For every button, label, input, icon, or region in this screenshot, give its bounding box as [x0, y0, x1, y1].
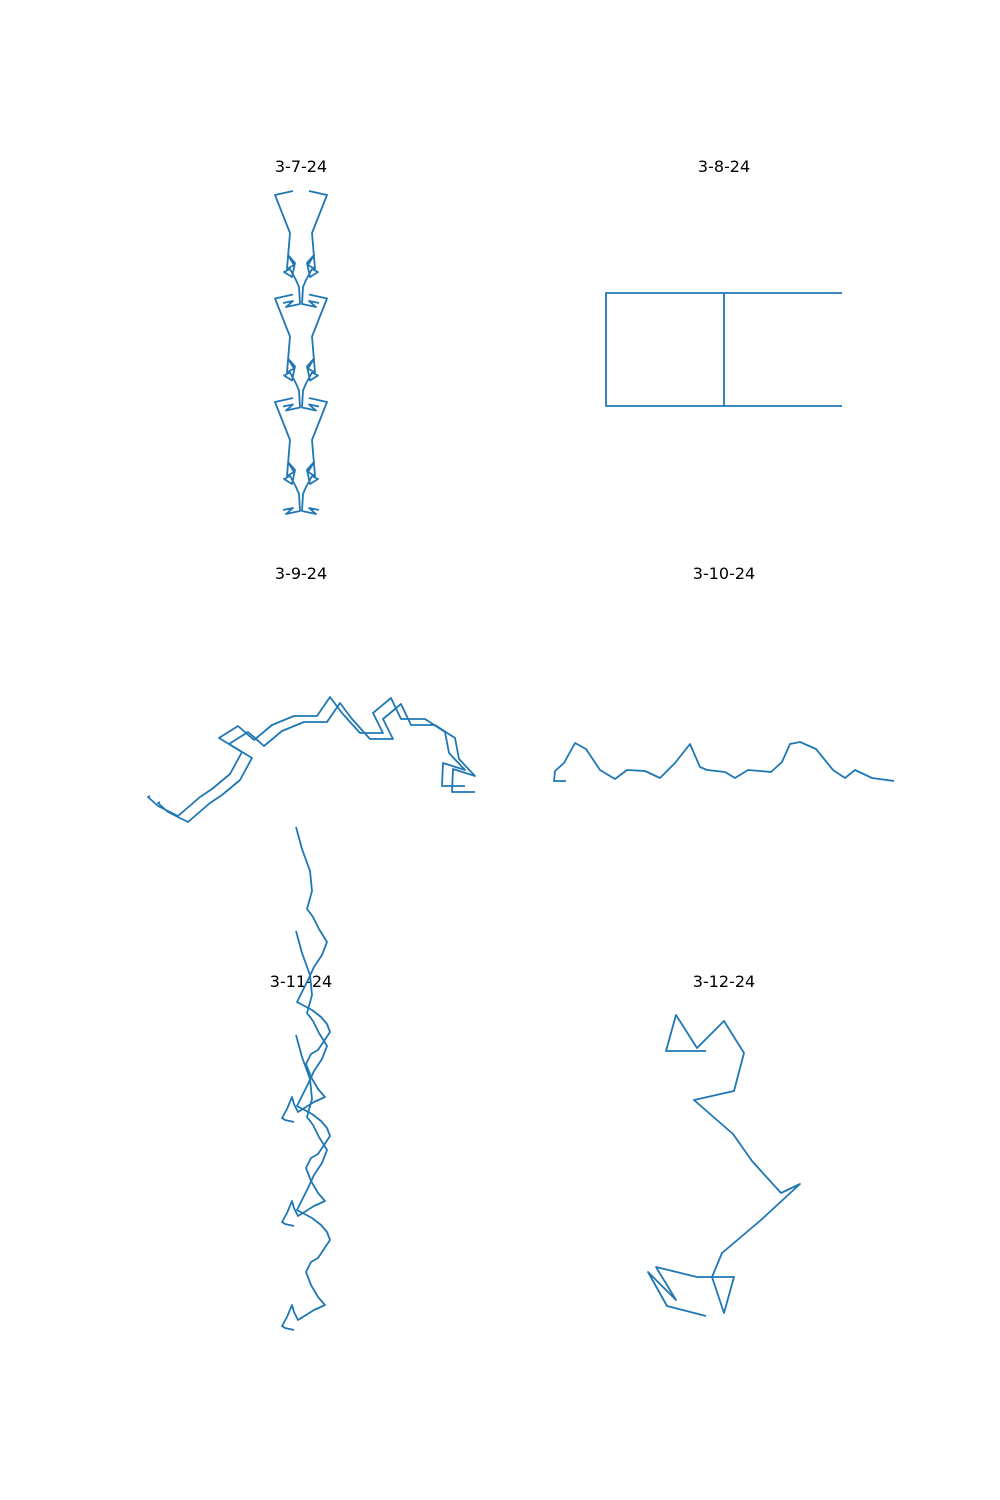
curve-3-11-24 [281, 1034, 331, 1331]
trajectory-line [605, 292, 842, 407]
subplot-4: 3-10-24 [553, 564, 895, 782]
subplot-title: 3-8-24 [698, 157, 750, 176]
trajectory-line-repeat [281, 930, 331, 1227]
curve-3-7-24 [274, 397, 328, 515]
subplot-5: 3-11-24 [270, 826, 332, 1331]
subplot-title: 3-9-24 [275, 564, 327, 583]
trajectory-line [147, 696, 466, 817]
subplot-title: 3-12-24 [693, 972, 755, 991]
trajectory-line-reflected [274, 397, 301, 515]
subplot-3: 3-9-24 [147, 564, 476, 823]
curve-3-7-24-tile-2 [274, 293, 328, 412]
curve-3-11-24-tile-2 [281, 930, 331, 1227]
trajectory-line [647, 1014, 801, 1317]
subplot-1: 3-7-24 [274, 157, 328, 515]
curve-3-7-24-tile-3 [274, 190, 328, 308]
trajectory-line [553, 741, 895, 782]
trajectory-line-repeat [301, 190, 328, 308]
trajectory-line [301, 397, 328, 515]
trajectory-line-detail [157, 702, 476, 823]
subplot-title: 3-11-24 [270, 972, 332, 991]
curve-3-11-24-tile-3 [281, 826, 331, 1123]
trajectory-line-repeat [301, 293, 328, 412]
subplot-title: 3-7-24 [275, 157, 327, 176]
trajectory-line-repeat-reflected [274, 293, 301, 412]
trajectory-line [281, 1034, 331, 1331]
trajectory-line-repeat [281, 826, 331, 1123]
subplot-2: 3-8-24 [605, 157, 842, 407]
subplot-6: 3-12-24 [647, 972, 801, 1317]
subplot-title: 3-10-24 [693, 564, 755, 583]
trajectory-line-repeat-reflected [274, 190, 301, 308]
